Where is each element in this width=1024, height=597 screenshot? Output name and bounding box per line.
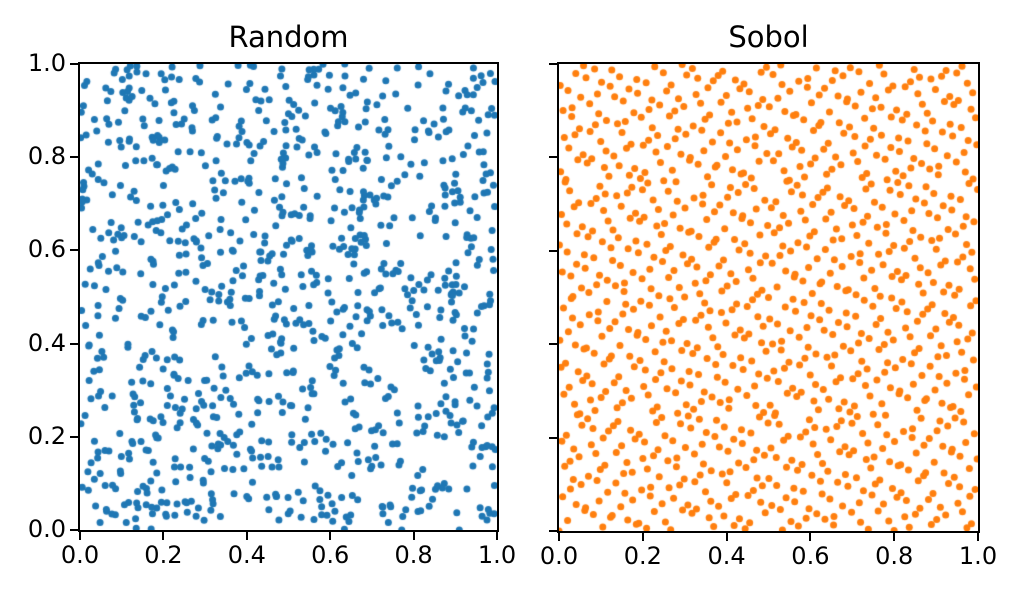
x-tick-mark <box>496 530 498 540</box>
sobol-scatter-canvas <box>559 64 978 531</box>
x-tick-mark <box>809 531 812 541</box>
x-tick-mark <box>558 531 560 541</box>
x-tick-mark <box>245 530 248 540</box>
y-tick-label: 0.0 <box>27 515 66 544</box>
x-tick-label: 0.2 <box>623 542 662 570</box>
y-tick-label: 1.0 <box>27 49 66 78</box>
y-tick-label: 0.6 <box>27 235 66 264</box>
y-tick-mark <box>70 342 78 345</box>
x-tick-label: 0.2 <box>144 541 183 569</box>
subplot-random-title: Random <box>228 20 349 55</box>
x-tick-mark <box>977 531 979 541</box>
y-tick-mark <box>70 63 78 65</box>
y-tick-mark <box>70 249 78 252</box>
y-tick-mark <box>549 156 557 159</box>
y-tick-mark <box>549 436 557 439</box>
x-tick-label: 0.4 <box>227 541 266 569</box>
x-tick-label: 0.4 <box>707 542 746 570</box>
subplot-random: Random 0.0 0.2 0.4 0.6 0.8 1.0 0.0 0.2 0.4 0.6 0.8… <box>28 21 516 568</box>
y-tick-mark <box>549 343 557 346</box>
y-tick-mark <box>549 530 557 532</box>
x-tick-label: 0.0 <box>539 542 579 570</box>
x-tick-mark <box>79 530 81 540</box>
x-tick-mark <box>725 531 728 541</box>
y-tick-mark <box>70 529 78 531</box>
x-tick-label: 0.6 <box>791 542 830 570</box>
y-tick-mark <box>549 249 557 252</box>
y-tick-label: 0.4 <box>27 328 66 357</box>
random-scatter-canvas <box>80 64 497 530</box>
subplot-sobol-title: Sobol <box>728 20 809 55</box>
x-tick-mark <box>162 530 165 540</box>
y-tick-mark <box>549 63 557 65</box>
x-tick-label: 1.0 <box>477 541 517 569</box>
x-tick-label: 0.8 <box>875 542 914 570</box>
x-tick-label: 0.8 <box>394 541 433 569</box>
x-tick-mark <box>329 530 332 540</box>
y-tick-label: 0.2 <box>27 422 66 450</box>
y-tick-label: 0.8 <box>27 142 66 171</box>
y-tick-mark <box>70 156 78 159</box>
x-tick-mark <box>893 531 896 541</box>
x-tick-label: 1.0 <box>958 542 998 570</box>
subplot-sobol: Sobol 0.0 0.2 0.4 0.6 0.8 1.0 <box>540 21 997 569</box>
x-tick-label: 0.0 <box>60 541 100 569</box>
x-tick-mark <box>412 530 415 540</box>
y-tick-mark <box>70 435 78 438</box>
x-tick-mark <box>641 531 644 541</box>
x-tick-label: 0.6 <box>311 541 350 569</box>
